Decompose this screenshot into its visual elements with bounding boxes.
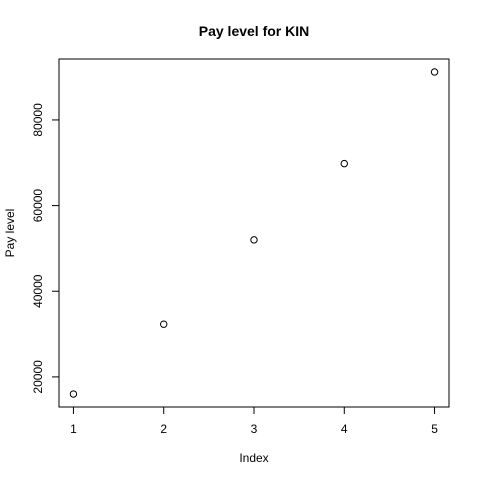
y-axis: 20000 40000 60000 80000 <box>31 103 60 394</box>
plot-frame <box>58 58 450 408</box>
data-point <box>340 159 348 168</box>
y-axis-label: Pay level <box>3 209 17 258</box>
y-tick-label: 40000 <box>31 274 45 308</box>
y-tick-label: 20000 <box>31 360 45 394</box>
data-point <box>430 68 439 76</box>
x-tick-label: 2 <box>160 422 167 436</box>
y-tick-label: 80000 <box>31 103 45 137</box>
data-point <box>250 236 258 244</box>
data-point <box>160 320 168 328</box>
x-axis: 1 2 3 4 5 <box>70 406 438 436</box>
x-tick-label: 5 <box>431 422 438 436</box>
data-points <box>69 68 439 398</box>
chart-title: Pay level for KIN <box>199 23 310 39</box>
x-axis-label: Index <box>239 451 268 465</box>
x-tick-label: 4 <box>341 422 348 436</box>
data-point <box>69 390 78 398</box>
x-tick-label: 3 <box>251 422 258 436</box>
x-tick-label: 1 <box>70 422 77 436</box>
y-tick-label: 60000 <box>31 189 45 223</box>
